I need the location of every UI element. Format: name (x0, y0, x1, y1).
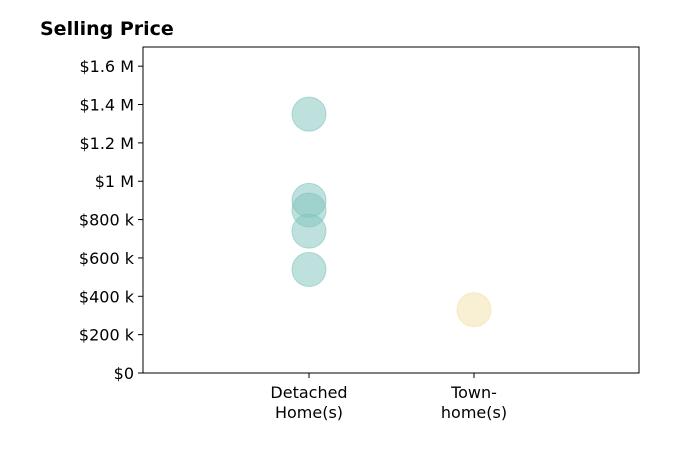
x-tick-label: Home(s) (275, 403, 343, 422)
plot-frame (142, 46, 640, 374)
y-tick-label: $600 k (79, 249, 135, 268)
data-point (456, 292, 492, 328)
y-tick-label: $400 k (79, 287, 135, 306)
y-tick-label: $1.4 M (79, 96, 134, 115)
chart-title: Selling Price (40, 18, 174, 40)
data-points (291, 96, 492, 328)
y-axis: $0 $200 k $400 k $600 k $800 k $1 M $1.2 M $1.4… (79, 57, 143, 383)
y-tick-label: $1.6 M (79, 57, 134, 76)
x-tick-label: Town- (450, 383, 497, 402)
data-point (291, 213, 327, 249)
data-point (291, 251, 327, 287)
y-tick-label: $0 (114, 364, 134, 383)
y-tick-label: $1.2 M (79, 134, 134, 153)
data-point (291, 96, 327, 132)
x-tick-label: Detached (270, 383, 347, 402)
y-tick-label: $200 k (79, 326, 135, 345)
x-tick-label: home(s) (441, 403, 507, 422)
y-tick-label: $1 M (95, 172, 134, 191)
y-tick-label: $800 k (79, 211, 135, 230)
